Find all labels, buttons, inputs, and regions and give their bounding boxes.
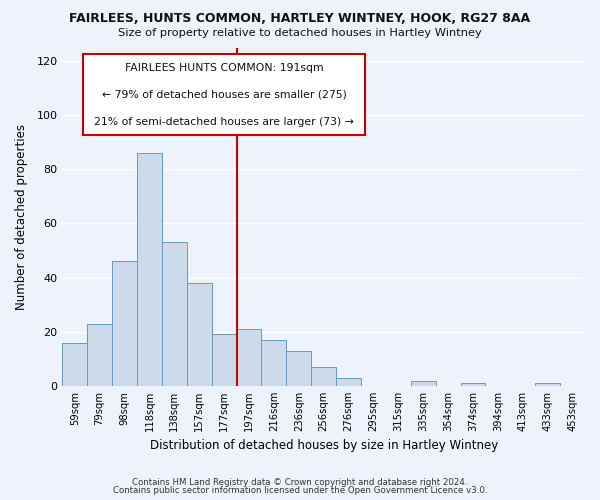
Text: ← 79% of detached houses are smaller (275): ← 79% of detached houses are smaller (27…	[102, 90, 347, 100]
Bar	[87, 324, 112, 386]
Bar	[535, 383, 560, 386]
Bar	[311, 367, 336, 386]
Bar	[411, 380, 436, 386]
Text: Contains public sector information licensed under the Open Government Licence v3: Contains public sector information licen…	[113, 486, 487, 495]
Bar	[286, 350, 311, 386]
Text: 21% of semi-detached houses are larger (73) →: 21% of semi-detached houses are larger (…	[94, 117, 354, 127]
Y-axis label: Number of detached properties: Number of detached properties	[15, 124, 28, 310]
X-axis label: Distribution of detached houses by size in Hartley Wintney: Distribution of detached houses by size …	[149, 440, 498, 452]
Bar	[112, 262, 137, 386]
Bar	[187, 283, 212, 386]
Text: FAIRLEES HUNTS COMMON: 191sqm: FAIRLEES HUNTS COMMON: 191sqm	[125, 63, 323, 73]
Bar	[236, 329, 262, 386]
Text: Size of property relative to detached houses in Hartley Wintney: Size of property relative to detached ho…	[118, 28, 482, 38]
Bar	[461, 383, 485, 386]
FancyBboxPatch shape	[83, 54, 365, 136]
Bar	[62, 342, 87, 386]
Bar	[336, 378, 361, 386]
Bar	[212, 334, 236, 386]
Bar	[262, 340, 286, 386]
Bar	[137, 153, 162, 386]
Text: Contains HM Land Registry data © Crown copyright and database right 2024.: Contains HM Land Registry data © Crown c…	[132, 478, 468, 487]
Bar	[162, 242, 187, 386]
Text: FAIRLEES, HUNTS COMMON, HARTLEY WINTNEY, HOOK, RG27 8AA: FAIRLEES, HUNTS COMMON, HARTLEY WINTNEY,…	[70, 12, 530, 26]
